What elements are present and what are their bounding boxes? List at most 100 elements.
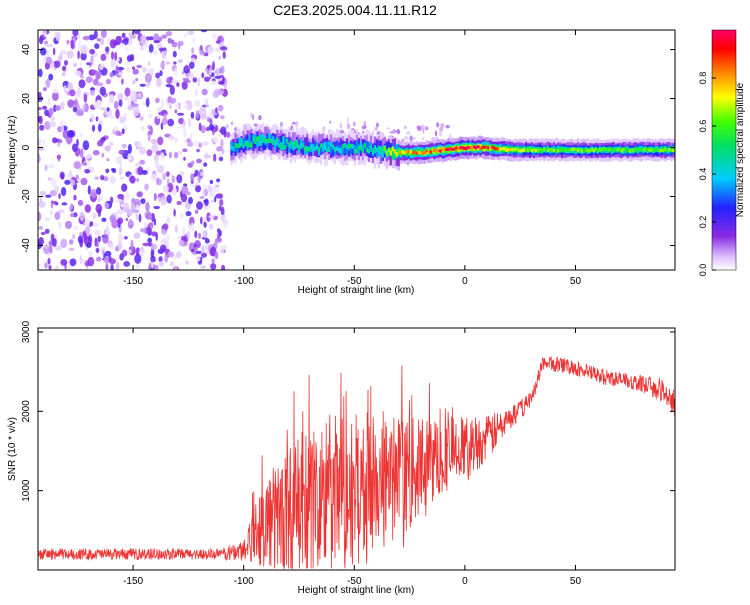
spectrogram-ridge-cell (304, 137, 307, 152)
spectrogram-noise-cell (218, 80, 225, 85)
spectrogram-noise-cell (211, 80, 217, 85)
spectrogram-noise-cell (197, 76, 201, 87)
spectrogram-noise-cell (159, 244, 167, 253)
spectrogram-ridge-cell (558, 148, 562, 152)
spectrogram-noise-cell (170, 97, 177, 104)
snr-xtick-label: 50 (570, 576, 582, 587)
spectrogram-noise-cell (110, 263, 114, 270)
spectrogram-noise-cell (168, 135, 175, 141)
spectrogram-ridge-cell (355, 140, 358, 149)
snr-series-line (38, 356, 675, 569)
spectrogram-ridge-cell (355, 149, 358, 154)
spectrogram-noise-cell (178, 43, 181, 50)
spectrogram-noise-cell (174, 109, 178, 114)
spectrogram-ridge-cell (624, 148, 627, 152)
spectrogram-noise-cell (115, 130, 121, 136)
spectrogram-noise-cell (106, 158, 110, 162)
spectrogram-ridge-cell (473, 145, 476, 149)
spectrogram-noise-cell (151, 143, 159, 153)
spectrogram-noise-cell (213, 153, 217, 162)
spectrogram-noise-cell (95, 116, 99, 122)
spectrogram-noise-cell (185, 260, 190, 265)
spectrogram-ridge-cell (588, 149, 591, 153)
spectrogram-noise-cell (85, 154, 93, 159)
spectrogram-noise-cell (110, 59, 116, 68)
spectrogram-noise-cell (188, 118, 192, 128)
spectrogram-noise-cell (220, 206, 225, 216)
spectrogram-noise-cell (127, 153, 132, 162)
spectrogram-noise-cell (120, 203, 126, 208)
spectrogram-noise-cell (86, 62, 92, 66)
spectrogram-scatter-cell (416, 125, 421, 130)
spectrogram-ridge-cell (268, 138, 271, 144)
spectrogram-noise-cell (179, 171, 185, 176)
colorbar: 0.0 0.2 0.4 0.6 0.8 Normalized spectral ampl… (698, 29, 746, 276)
spectrogram-noise-cell (104, 256, 110, 264)
spectrogram-ridge-cell (459, 146, 462, 150)
spectrogram-scatter-cell (376, 122, 379, 128)
spectrogram-ridge-cell (640, 149, 643, 153)
spectrogram-ridge-cell (234, 142, 237, 148)
spectrogram-noise-cell (136, 141, 142, 148)
spectrogram-scatter-cell (431, 136, 436, 141)
spectrogram-noise-cell (201, 72, 205, 79)
spectrogram-ridge-cell (469, 146, 472, 150)
spectrogram-noise-cell (73, 62, 77, 68)
spectrogram-scatter-cell (386, 127, 390, 130)
spectrogram-noise-cell (121, 143, 127, 149)
spectrogram-noise-cell (112, 168, 117, 173)
spectrogram-noise-cell (115, 65, 119, 75)
spectrogram-noise-cell (181, 185, 189, 194)
spectrogram-scatter-cell (422, 136, 424, 141)
spectrogram-scatter-cell (352, 121, 356, 127)
spectrogram-noise-cell (77, 87, 81, 98)
spectrogram-ridge-cell (546, 148, 550, 153)
spectrogram-noise-cell (157, 136, 164, 146)
spectrogram-ridge-cell (339, 139, 343, 153)
spectrogram-noise-cell (171, 79, 178, 84)
spectrogram-noise-cell (93, 222, 99, 228)
spectrogram-ridge-cell (487, 146, 490, 150)
spectrogram-ridge-cell (258, 137, 261, 146)
spectrogram-ridge-cell (258, 135, 261, 141)
spectrogram-noise-cell (44, 109, 50, 117)
spectrogram-noise-cell (79, 75, 85, 79)
spectrogram-noise-cell (173, 61, 177, 65)
spectrogram-ridge-cell (236, 143, 239, 148)
spectrogram-noise-cell (68, 247, 75, 252)
spectrogram-scatter-cell (225, 131, 231, 138)
spectrogram-noise-cell (40, 231, 46, 236)
spectrogram-ridge-cell (387, 147, 390, 153)
spectrogram-noise-cell (77, 199, 84, 206)
spectrogram-noise-cell (38, 263, 41, 269)
spectrogram-ridge-cell (431, 148, 434, 152)
spectrogram-ridge-cell (656, 147, 659, 151)
spectrogram-ridge-cell (375, 148, 378, 157)
spectrogram-ridge-cell (439, 149, 442, 153)
spectrogram-noise-cell (133, 232, 141, 239)
spectrogram-noise-cell (105, 78, 111, 85)
spectrogram-ridge-cell (568, 148, 571, 152)
spectrogram-ridge-cell (471, 145, 474, 149)
spectrogram-ytick-label: 0 (21, 144, 32, 150)
spectrogram-noise-cell (104, 145, 111, 152)
spectrogram-noise-cell (151, 261, 154, 269)
spectrogram-noise-cell (92, 213, 97, 220)
spectrogram-noise-cell (64, 179, 71, 185)
spectrogram-ridge-cell (266, 139, 269, 149)
spectrogram-noise-cell (133, 30, 141, 35)
spectrogram-noise-cell (167, 37, 172, 44)
spectrogram-noise-cell (142, 242, 150, 247)
snr-ylabel: SNR (10 * v/v) (7, 417, 18, 481)
spectrogram-noise-cell (98, 64, 104, 71)
spectrogram-noise-cell (216, 193, 224, 200)
spectrogram-noise-cell (69, 202, 73, 211)
spectrogram-ridge-cell (544, 147, 548, 151)
spectrogram-ridge-cell (421, 151, 424, 155)
spectrogram-noise-cell (39, 196, 42, 204)
spectrogram-ridge-cell (290, 140, 293, 145)
spectrogram-noise-cell (190, 160, 195, 166)
spectrogram-noise-cell (114, 51, 117, 61)
spectrogram-ridge-cell (497, 147, 500, 151)
spectrogram-noise-cell (69, 239, 74, 245)
